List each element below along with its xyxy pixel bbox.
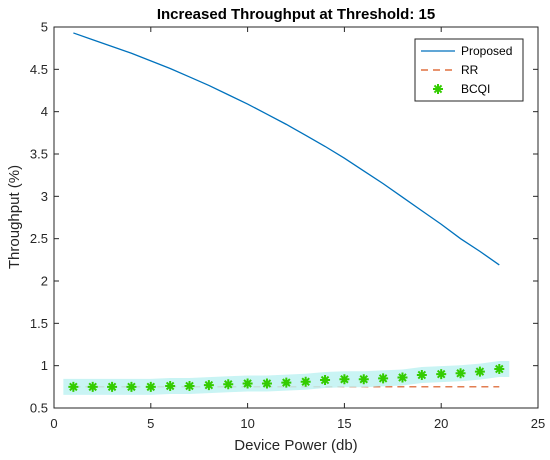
series-marker-bcqi <box>416 369 427 380</box>
y-tick-label: 0.5 <box>30 401 48 416</box>
series-marker-bcqi <box>203 380 214 391</box>
series-marker-bcqi <box>378 373 389 384</box>
y-axis: 0.5 1 1.5 2 2.5 3 3.5 4 4.5 5 <box>30 20 538 416</box>
series-marker-bcqi <box>184 380 195 391</box>
series-marker-bcqi <box>358 374 369 385</box>
legend-label: Proposed <box>461 44 512 58</box>
x-tick-label: 15 <box>337 416 351 431</box>
series-marker-bcqi <box>397 372 408 383</box>
series-marker-bcqi <box>339 374 350 385</box>
x-axis-label: Device Power (db) <box>234 437 357 454</box>
series-marker-bcqi <box>300 376 311 387</box>
series-marker-bcqi <box>87 381 98 392</box>
y-tick-label: 5 <box>41 20 48 35</box>
series-line-proposed <box>73 32 500 266</box>
y-tick-label: 4.5 <box>30 62 48 77</box>
series-marker-bcqi <box>474 366 485 377</box>
series-marker-bcqi <box>320 375 331 386</box>
series-marker-bcqi <box>494 364 505 375</box>
legend: Proposed RR BCQI <box>414 38 524 102</box>
x-tick-label: 20 <box>434 416 448 431</box>
series-marker-bcqi <box>68 381 79 392</box>
x-tick-label: 10 <box>240 416 254 431</box>
series-marker-bcqi <box>165 380 176 391</box>
y-tick-label: 2 <box>41 274 48 289</box>
series-marker-bcqi <box>223 379 234 390</box>
legend-swatch-bcqi <box>433 84 443 94</box>
series-marker-bcqi <box>107 381 118 392</box>
series-marker-bcqi <box>242 378 253 389</box>
series-layer <box>63 32 510 395</box>
series-marker-bcqi <box>126 381 137 392</box>
series-marker-bcqi <box>261 378 272 389</box>
x-tick-label: 25 <box>531 416 545 431</box>
series-marker-bcqi <box>455 368 466 379</box>
x-tick-label: 5 <box>147 416 154 431</box>
y-tick-label: 2.5 <box>30 231 48 246</box>
series-marker-bcqi <box>281 377 292 388</box>
legend-label: BCQI <box>461 82 490 96</box>
series-marker-bcqi <box>436 369 447 380</box>
y-tick-label: 1.5 <box>30 316 48 331</box>
y-tick-label: 1 <box>41 358 48 373</box>
x-tick-label: 0 <box>50 416 57 431</box>
y-axis-label: Throughput (%) <box>6 165 23 269</box>
series-marker-bcqi <box>145 381 156 392</box>
y-tick-label: 3 <box>41 189 48 204</box>
legend-label: RR <box>461 63 479 77</box>
y-tick-label: 4 <box>41 104 48 119</box>
chart-title: Increased Throughput at Threshold: 15 <box>157 6 435 23</box>
y-tick-label: 3.5 <box>30 147 48 162</box>
x-axis: 0 5 10 15 20 25 <box>50 27 545 431</box>
